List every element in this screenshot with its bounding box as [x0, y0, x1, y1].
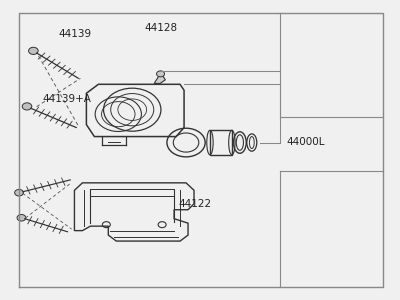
Text: 44139+A: 44139+A [42, 94, 92, 103]
Circle shape [17, 214, 26, 221]
Bar [210, 130, 232, 155]
Circle shape [28, 47, 38, 54]
Text: 44128: 44128 [144, 22, 177, 33]
Polygon shape [154, 76, 165, 83]
Text: 44122: 44122 [178, 199, 211, 209]
Circle shape [156, 71, 164, 77]
Text: 44139: 44139 [58, 29, 92, 39]
Circle shape [15, 189, 24, 196]
Circle shape [22, 103, 32, 110]
Text: 44000L: 44000L [287, 137, 325, 147]
